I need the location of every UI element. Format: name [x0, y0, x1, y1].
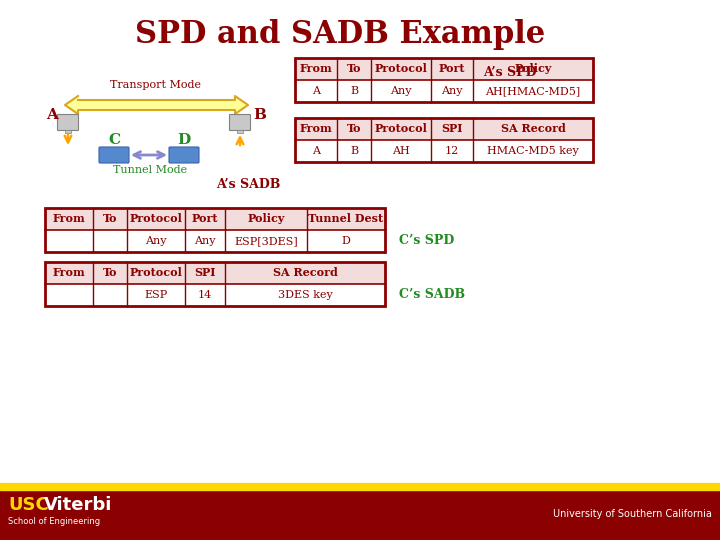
Text: 14: 14 — [198, 290, 212, 300]
Text: A’s SPD: A’s SPD — [483, 65, 536, 78]
Bar — [45, 230, 385, 252]
Text: Tunnel Dest: Tunnel Dest — [308, 213, 384, 225]
Bar — [45, 284, 385, 306]
FancyBboxPatch shape — [169, 147, 199, 163]
Text: A: A — [312, 146, 320, 156]
Text: B: B — [350, 86, 358, 96]
Text: HMAC-MD5 key: HMAC-MD5 key — [487, 146, 579, 156]
Bar — [295, 58, 593, 102]
Text: ESP[3DES]: ESP[3DES] — [234, 236, 298, 246]
Text: A’s SADB: A’s SADB — [215, 179, 280, 192]
Text: A: A — [46, 108, 58, 122]
Bar — [0, 488, 720, 540]
Bar — [295, 140, 593, 162]
Text: B: B — [350, 146, 358, 156]
Text: Policy: Policy — [247, 213, 284, 225]
Text: AH[HMAC-MD5]: AH[HMAC-MD5] — [485, 86, 580, 96]
Text: USC: USC — [8, 496, 49, 514]
Text: To: To — [347, 64, 361, 75]
Bar — [295, 118, 593, 162]
Text: Protocol: Protocol — [130, 267, 182, 279]
Text: D: D — [177, 133, 191, 147]
Bar — [45, 208, 385, 252]
Text: SPI: SPI — [441, 124, 463, 134]
Text: Protocol: Protocol — [130, 213, 182, 225]
FancyBboxPatch shape — [99, 147, 129, 163]
Text: C’s SPD: C’s SPD — [399, 234, 454, 247]
Bar — [45, 262, 385, 306]
Bar — [295, 58, 593, 80]
Text: SPI: SPI — [194, 267, 216, 279]
Text: SA Record: SA Record — [273, 267, 338, 279]
Text: Viterbi: Viterbi — [44, 496, 112, 514]
Text: Any: Any — [194, 236, 216, 246]
FancyBboxPatch shape — [58, 114, 78, 131]
Text: From: From — [300, 64, 333, 75]
Text: To: To — [347, 124, 361, 134]
Text: C’s SADB: C’s SADB — [399, 288, 465, 301]
Text: Protocol: Protocol — [374, 124, 428, 134]
Text: Port: Port — [438, 64, 465, 75]
Text: Any: Any — [145, 236, 167, 246]
Polygon shape — [65, 96, 248, 114]
Text: Tunnel Mode: Tunnel Mode — [113, 165, 187, 175]
Bar — [295, 80, 593, 102]
Text: C: C — [108, 133, 120, 147]
Text: Policy: Policy — [514, 64, 552, 75]
Text: Transport Mode: Transport Mode — [109, 80, 200, 90]
Text: 12: 12 — [445, 146, 459, 156]
Text: From: From — [300, 124, 333, 134]
FancyBboxPatch shape — [230, 114, 251, 131]
Bar — [237, 130, 243, 133]
Text: Protocol: Protocol — [374, 64, 428, 75]
Text: To: To — [103, 213, 117, 225]
Text: SPD and SADB Example: SPD and SADB Example — [135, 19, 545, 51]
Text: ESP: ESP — [145, 290, 168, 300]
Text: School of Engineering: School of Engineering — [8, 517, 100, 526]
Text: 3DES key: 3DES key — [278, 290, 333, 300]
Text: From: From — [53, 267, 86, 279]
Text: SA Record: SA Record — [500, 124, 565, 134]
Text: University of Southern California: University of Southern California — [553, 509, 712, 519]
Text: Any: Any — [390, 86, 412, 96]
Bar — [65, 130, 71, 133]
Text: B: B — [253, 108, 266, 122]
Bar — [45, 208, 385, 230]
Text: To: To — [103, 267, 117, 279]
Text: From: From — [53, 213, 86, 225]
Bar — [0, 483, 720, 490]
Text: A: A — [312, 86, 320, 96]
Bar — [45, 262, 385, 284]
Text: Port: Port — [192, 213, 218, 225]
Text: Any: Any — [441, 86, 463, 96]
Bar — [295, 118, 593, 140]
Text: AH: AH — [392, 146, 410, 156]
Text: D: D — [341, 236, 351, 246]
